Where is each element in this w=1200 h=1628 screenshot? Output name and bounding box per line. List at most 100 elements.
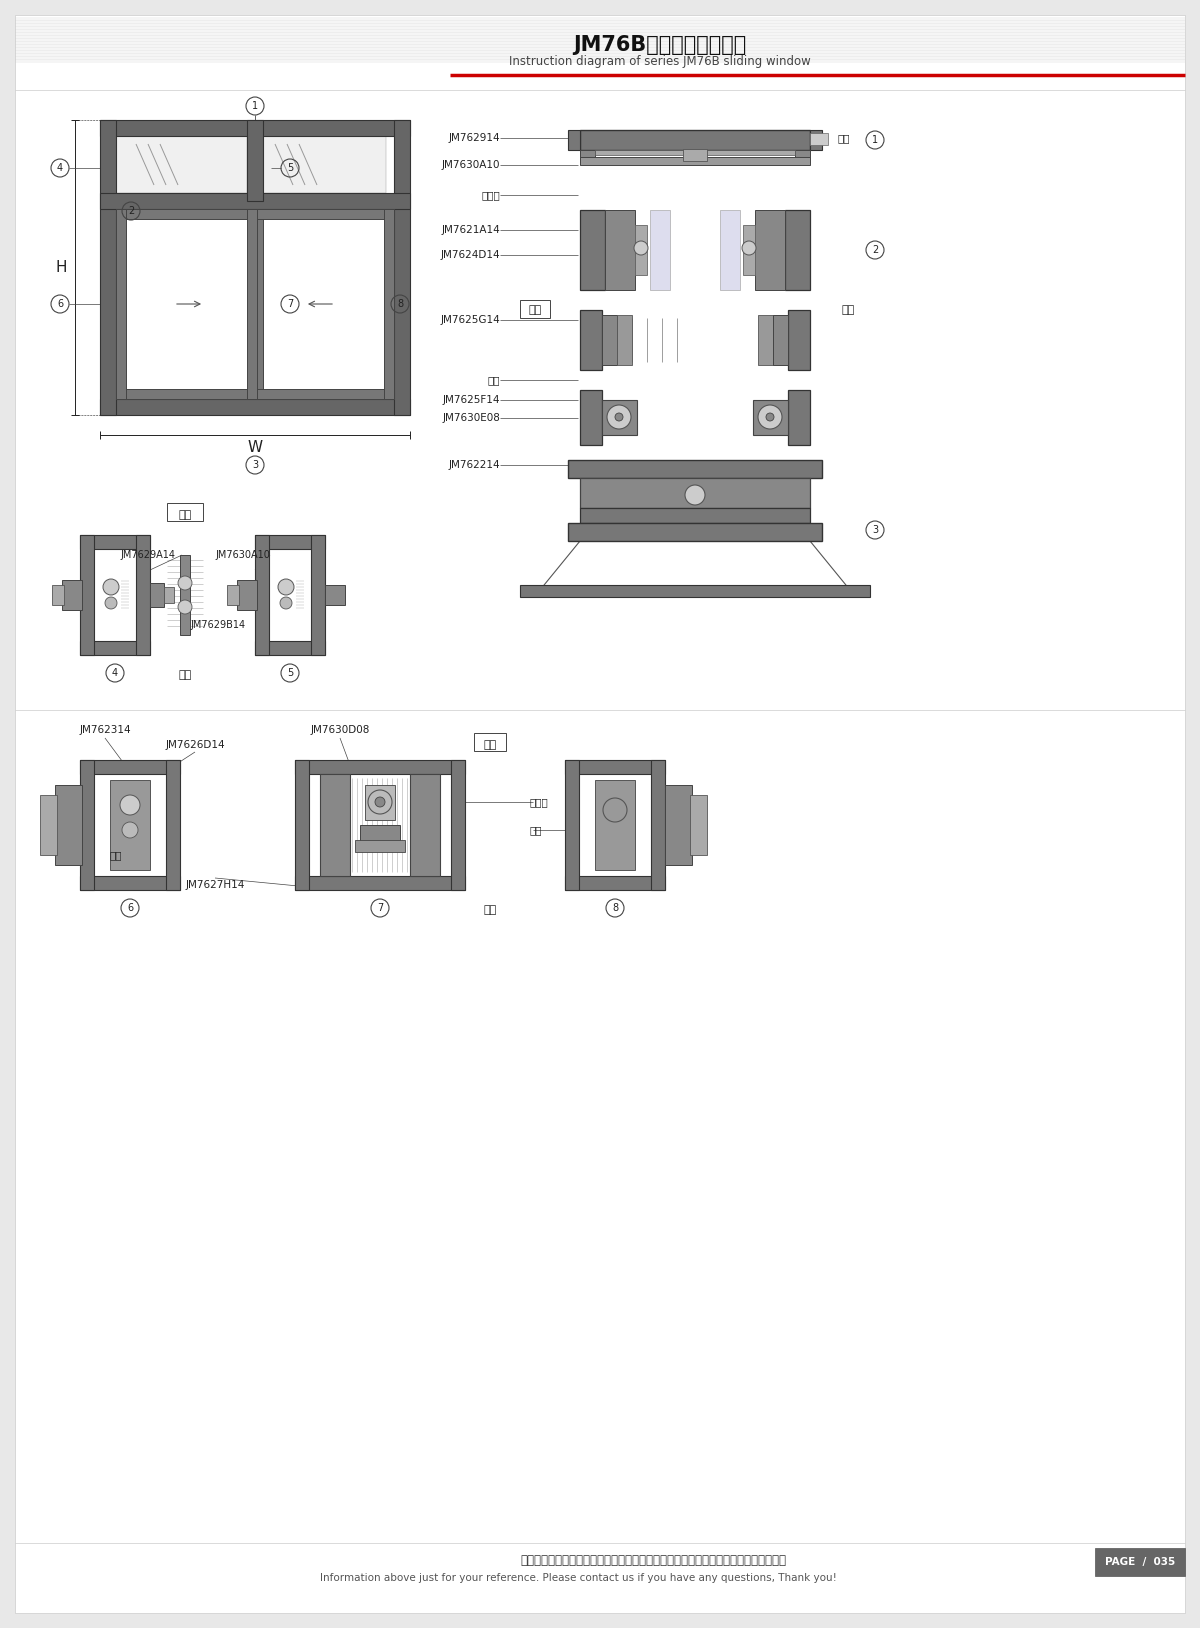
Bar (166, 760, 180, 891)
Bar (520, 584, 870, 597)
Bar (773, 314, 788, 365)
Circle shape (607, 405, 631, 430)
Bar (238, 580, 257, 610)
Text: JM7621A14: JM7621A14 (442, 225, 500, 234)
Bar (758, 314, 773, 365)
Text: 3: 3 (872, 524, 878, 536)
Text: JM762214: JM762214 (449, 461, 500, 470)
Text: Instruction diagram of series JM76B sliding window: Instruction diagram of series JM76B slid… (509, 55, 811, 68)
Bar (743, 225, 755, 275)
Text: 室内: 室内 (528, 304, 541, 314)
Text: 2: 2 (872, 244, 878, 256)
Circle shape (178, 601, 192, 614)
Text: JM7625F14: JM7625F14 (443, 396, 500, 405)
Text: JM7629A14: JM7629A14 (120, 550, 175, 560)
Bar (683, 150, 707, 161)
Bar (788, 309, 810, 370)
Text: 室内: 室内 (484, 741, 497, 751)
Bar (100, 399, 410, 415)
Bar (365, 785, 395, 821)
Text: 6: 6 (56, 300, 64, 309)
Bar (80, 536, 150, 549)
Bar (116, 137, 247, 194)
Text: PAGE  /  035: PAGE / 035 (1105, 1556, 1175, 1568)
Text: 2: 2 (128, 207, 134, 217)
Bar (256, 137, 386, 194)
Bar (150, 583, 164, 607)
Bar (256, 536, 269, 654)
Bar (565, 876, 665, 891)
Text: 5: 5 (287, 163, 293, 173)
Circle shape (374, 798, 385, 807)
Bar (247, 120, 263, 200)
Text: 7: 7 (377, 904, 383, 913)
Bar (595, 780, 635, 869)
Bar (295, 876, 466, 891)
Bar (568, 523, 822, 540)
Circle shape (685, 485, 706, 505)
Bar (80, 641, 150, 654)
Text: 3: 3 (252, 461, 258, 470)
Text: 8: 8 (397, 300, 403, 309)
Bar (311, 536, 325, 654)
Text: JM7630E08: JM7630E08 (442, 414, 500, 423)
Bar (785, 210, 810, 290)
Bar (247, 208, 394, 220)
Bar (116, 208, 126, 399)
Text: JM7630D08: JM7630D08 (311, 724, 370, 734)
Text: 玻璃: 玻璃 (530, 825, 542, 835)
Bar (580, 508, 810, 523)
Bar (580, 130, 810, 150)
Text: 5: 5 (287, 667, 293, 677)
Bar (580, 210, 605, 290)
Bar (520, 300, 550, 317)
Bar (80, 760, 94, 891)
Bar (100, 120, 410, 137)
Text: 月牙锁: 月牙锁 (530, 798, 548, 807)
Circle shape (280, 597, 292, 609)
Bar (690, 794, 707, 855)
Bar (602, 314, 617, 365)
Bar (116, 208, 263, 220)
Bar (595, 150, 796, 155)
Bar (451, 760, 466, 891)
Bar (253, 208, 263, 399)
Bar (635, 225, 647, 275)
Circle shape (634, 241, 648, 256)
Bar (580, 150, 595, 163)
Circle shape (766, 414, 774, 422)
Bar (100, 120, 116, 415)
Text: 墊片: 墊片 (838, 133, 851, 143)
Text: 滑轮: 滑轮 (487, 374, 500, 384)
Bar (180, 555, 190, 635)
Bar (754, 400, 788, 435)
Bar (755, 210, 785, 290)
Bar (720, 210, 740, 290)
Bar (247, 208, 257, 399)
Bar (580, 391, 602, 444)
Circle shape (103, 580, 119, 594)
Circle shape (106, 597, 118, 609)
Bar (52, 584, 64, 606)
Text: JM7624D14: JM7624D14 (440, 251, 500, 260)
Bar (788, 391, 810, 444)
Bar (227, 584, 239, 606)
Text: 4: 4 (56, 163, 64, 173)
Text: Information above just for your reference. Please contact us if you have any que: Information above just for your referenc… (320, 1573, 836, 1582)
Bar (605, 210, 635, 290)
Bar (55, 785, 82, 864)
Text: 图中所示型材截面、装配、编号、尺寸及重量仅供参考。如有病问，请向本公司查询。: 图中所示型材截面、装配、编号、尺寸及重量仅供参考。如有病问，请向本公司查询。 (520, 1553, 786, 1566)
Bar (650, 760, 665, 891)
Bar (320, 773, 350, 876)
Text: JM7626D14: JM7626D14 (166, 741, 224, 751)
Text: JM7625G14: JM7625G14 (440, 314, 500, 326)
Bar (80, 760, 180, 773)
Bar (40, 794, 58, 855)
Text: H: H (55, 259, 67, 275)
Text: 毛条: 毛条 (110, 850, 122, 860)
Circle shape (120, 794, 140, 816)
Bar (796, 150, 810, 163)
Circle shape (758, 405, 782, 430)
Text: W: W (247, 440, 263, 454)
Text: JM76B系列推拉窗结构图: JM76B系列推拉窗结构图 (574, 34, 746, 55)
